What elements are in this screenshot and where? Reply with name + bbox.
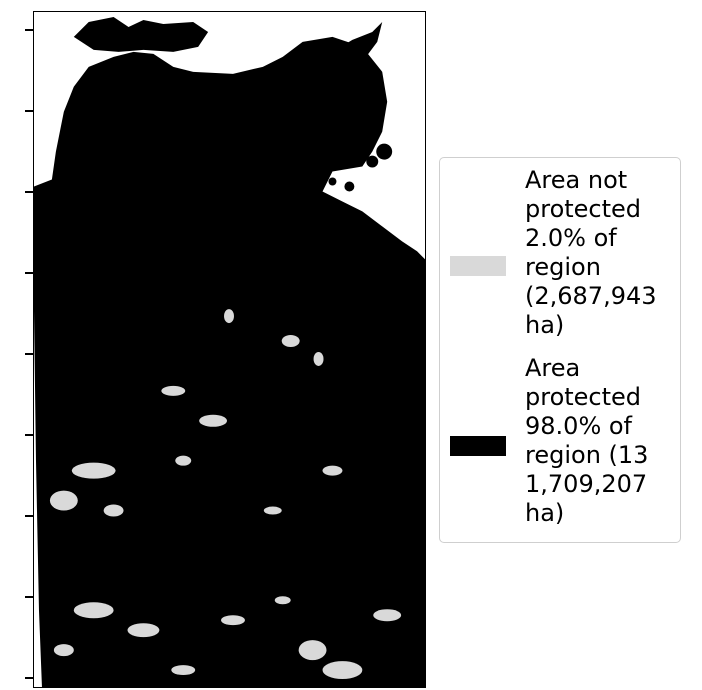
legend-swatch-protected [450,436,506,456]
map-legend: Area not protected 2.0% of region (2,687… [439,157,681,543]
y-axis-tick [25,272,33,274]
y-axis-tick [25,29,33,31]
unprotected-area-patches [49,309,402,680]
y-axis-tick [25,515,33,517]
y-axis-tick [25,596,33,598]
map-frame [33,11,426,688]
y-axis-tick [25,191,33,193]
protected-area-shape [34,36,425,687]
island-dot [328,177,337,186]
region-map [34,16,425,687]
northeast-peninsula-shape [332,21,383,72]
y-axis-tick [25,677,33,679]
island-dot [344,181,355,192]
island-dot [366,155,379,168]
y-axis-tick [25,434,33,436]
legend-label-not-protected: Area not protected 2.0% of region (2,687… [525,166,657,339]
y-axis-tick [25,353,33,355]
y-axis-tick [25,110,33,112]
island-dot [376,143,393,160]
legend-swatch-not-protected [450,256,506,276]
legend-label-protected: Area protected 98.0% of region (13 1,709… [525,354,649,527]
northern-island-shape [73,16,209,52]
